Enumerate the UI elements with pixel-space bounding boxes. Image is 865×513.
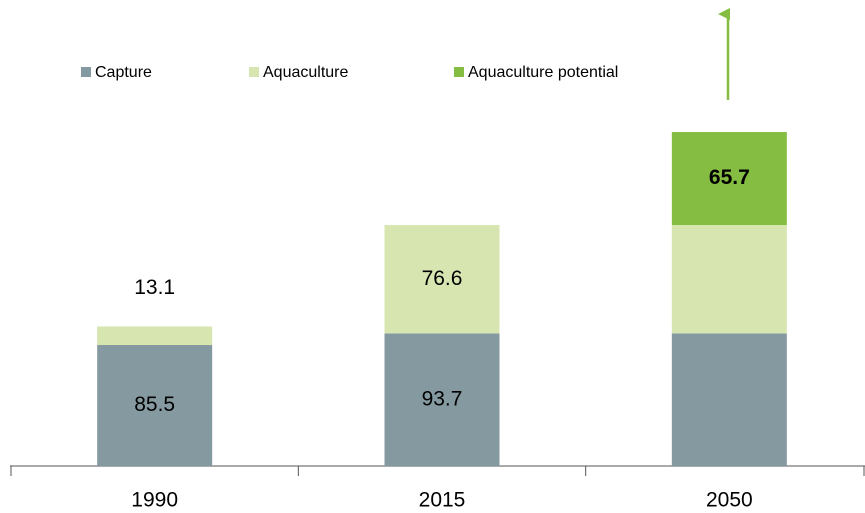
legend-label: Aquaculture — [263, 64, 348, 81]
legend-swatch — [454, 67, 464, 77]
x-tick-label: 2015 — [419, 489, 466, 512]
data-label: 13.1 — [134, 276, 175, 299]
bar-segment — [97, 345, 213, 466]
x-tick-label: 2050 — [706, 489, 753, 512]
legend-swatch — [249, 67, 259, 77]
x-tick-label: 1990 — [131, 489, 178, 512]
bar-segment — [671, 333, 787, 466]
data-label: 93.7 — [422, 387, 463, 410]
bar-segment — [384, 225, 500, 334]
data-label: 85.5 — [134, 393, 175, 416]
legend-label: Capture — [95, 64, 152, 81]
legend-swatch — [81, 67, 91, 77]
bar-segment — [671, 132, 787, 226]
bar-segment — [671, 225, 787, 334]
data-label: 65.7 — [709, 166, 750, 189]
bar-segment — [384, 333, 500, 466]
legend-label: Aquaculture potential — [468, 64, 618, 81]
data-label: 76.6 — [422, 267, 463, 290]
bar-segment — [97, 326, 213, 346]
